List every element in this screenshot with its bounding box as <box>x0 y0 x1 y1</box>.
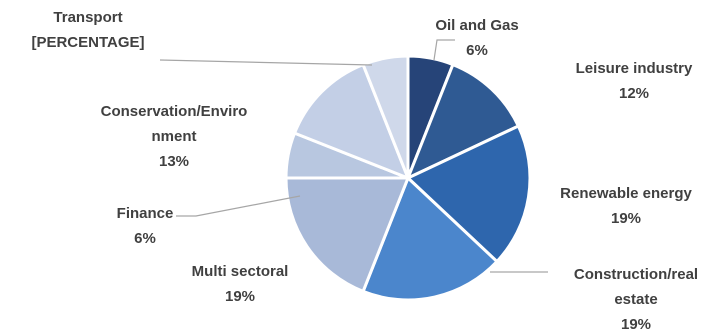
slice-label-7: Transport [PERCENTAGE] <box>31 9 144 51</box>
pie-slice-4 <box>284 176 411 294</box>
pie-slice-2 <box>405 124 532 264</box>
slice-label-1: Leisure industry 12% <box>576 60 693 102</box>
slice-label-3: Construction/real estate 19% <box>574 266 698 333</box>
slice-label-4: Multi sectoral 19% <box>192 263 289 305</box>
slice-label-0: Oil and Gas 6% <box>435 17 518 59</box>
pie-slice-6 <box>292 62 411 181</box>
leader-line-0 <box>433 39 455 61</box>
slice-label-2: Renewable energy 19% <box>560 185 692 227</box>
pie-slice-1 <box>405 62 521 181</box>
slice-label-6: Conservation/Enviro nment 13% <box>101 103 248 170</box>
leader-line-5 <box>176 195 301 217</box>
leader-line-7 <box>159 59 373 66</box>
slice-label-5: Finance 6% <box>117 205 174 247</box>
